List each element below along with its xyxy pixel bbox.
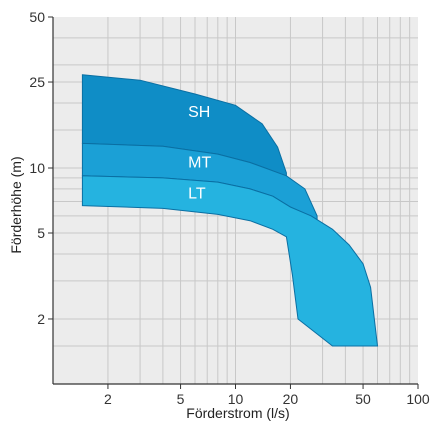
bands bbox=[81, 74, 379, 347]
x-tick-label: 10 bbox=[228, 391, 244, 407]
series-label-sh: SH bbox=[188, 104, 210, 121]
x-axis-label: Förderstrom (l/s) bbox=[186, 405, 289, 421]
y-axis-label: Förderhöhe (m) bbox=[8, 156, 24, 253]
series-label-mt: MT bbox=[188, 154, 211, 171]
series-label-lt: LT bbox=[188, 186, 206, 203]
x-tick-label: 20 bbox=[283, 391, 299, 407]
x-tick-label: 100 bbox=[406, 391, 430, 407]
series-labels: SH MT LT bbox=[188, 104, 211, 203]
x-tick-label: 50 bbox=[355, 391, 371, 407]
y-tick-label: 10 bbox=[29, 160, 45, 176]
y-tick-label: 25 bbox=[29, 74, 45, 90]
band-lt bbox=[81, 175, 379, 347]
y-tick-label: 5 bbox=[37, 225, 45, 241]
y-tick-label: 2 bbox=[37, 311, 45, 327]
y-tick-label: 50 bbox=[29, 9, 45, 25]
x-tick-label: 2 bbox=[104, 391, 112, 407]
x-tick-label: 5 bbox=[177, 391, 185, 407]
